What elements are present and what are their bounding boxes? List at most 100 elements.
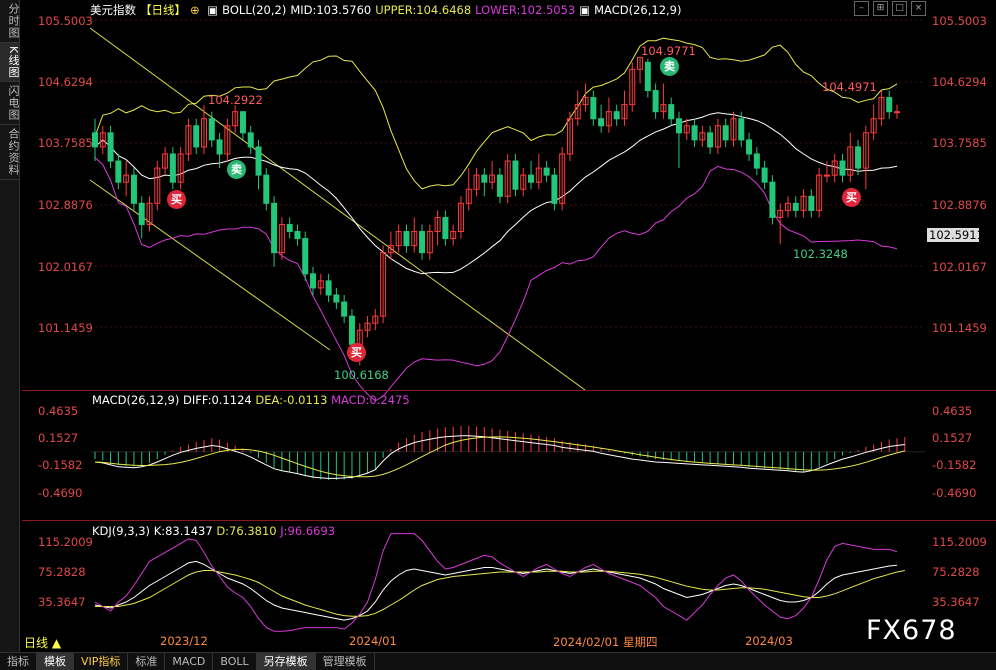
candle-body bbox=[333, 294, 340, 303]
candle-body bbox=[831, 160, 838, 176]
indicator-icon[interactable]: ▣ bbox=[207, 3, 219, 17]
bottom-tabbar: 指标 模板 VIP指标 标准 MACD BOLL 另存模板 管理模板 bbox=[0, 652, 996, 670]
boll-label: BOLL(20,2) bbox=[222, 3, 287, 17]
price-tick-right: 102.8876 bbox=[932, 198, 987, 212]
candle-body bbox=[691, 125, 698, 141]
sell-signal-icon[interactable]: 卖 bbox=[227, 160, 246, 179]
period-tag[interactable]: 【日线】 bbox=[140, 3, 186, 17]
macd-label: MACD(26,12,9) bbox=[594, 3, 682, 17]
macd-dea-line bbox=[94, 436, 905, 478]
kdj-tick-right: 115.2009 bbox=[932, 535, 987, 549]
candle-body bbox=[559, 153, 566, 204]
high-label: 104.9771 bbox=[641, 44, 696, 58]
date-tick: 2024/03 bbox=[745, 634, 793, 648]
triangle-up-icon: ▲ bbox=[51, 636, 62, 650]
boll-upper-line bbox=[94, 37, 898, 190]
candle-body bbox=[823, 174, 830, 177]
candle-body bbox=[442, 216, 449, 240]
candle-body bbox=[403, 231, 410, 247]
tab-vip[interactable]: VIP指标 bbox=[74, 653, 129, 670]
candle-body bbox=[255, 146, 262, 176]
kdj-j-line bbox=[94, 533, 898, 632]
window-controls: – ⊞ □ × bbox=[854, 1, 926, 16]
candle-body bbox=[746, 139, 753, 155]
candle-body bbox=[286, 223, 293, 233]
candle-body bbox=[637, 56, 644, 70]
price-tick-left: 101.1459 bbox=[38, 321, 93, 335]
panel-divider bbox=[22, 390, 996, 391]
sidebar-item-flash[interactable]: 闪电图 bbox=[0, 82, 20, 126]
kdj-d: D:76.3810 bbox=[216, 524, 277, 538]
candle-body bbox=[621, 104, 628, 120]
candle-body bbox=[683, 125, 690, 134]
candle-body bbox=[613, 111, 620, 120]
candle-body bbox=[201, 118, 208, 148]
buy-signal-icon[interactable]: 买 bbox=[167, 190, 186, 209]
candle-body bbox=[395, 231, 402, 247]
boll-mid: MID:103.5760 bbox=[290, 3, 372, 17]
candle-body bbox=[130, 174, 137, 204]
candle-body bbox=[115, 160, 122, 183]
candle-body bbox=[784, 202, 791, 211]
candle-body bbox=[380, 252, 387, 317]
candle-body bbox=[193, 125, 200, 148]
buy-signal-icon[interactable]: 买 bbox=[842, 188, 861, 207]
tab-templates[interactable]: 模板 bbox=[37, 653, 74, 670]
candle-body bbox=[722, 125, 729, 141]
candle-body bbox=[348, 315, 355, 345]
symbol-name[interactable]: 美元指数 bbox=[90, 3, 136, 17]
macd-name: MACD(26,12,9) bbox=[92, 393, 180, 407]
candle-body bbox=[878, 97, 885, 120]
sidebar-item-contract[interactable]: 合约资料 bbox=[0, 125, 20, 181]
candle-body bbox=[411, 231, 418, 247]
price-tick-right: 104.6294 bbox=[932, 75, 987, 89]
minimize-icon[interactable]: – bbox=[854, 1, 869, 16]
macd-icon[interactable]: ▣ bbox=[579, 3, 591, 17]
candle-body bbox=[177, 153, 184, 183]
sidebar-item-kline[interactable]: K线图 bbox=[0, 43, 20, 83]
chart-header: 美元指数 【日线】 ⊕ ▣ BOLL(20,2) MID:103.5760 UPPER:1… bbox=[90, 2, 685, 18]
candle-body bbox=[208, 118, 215, 141]
candle-body bbox=[294, 231, 301, 240]
period-selector[interactable]: 日线 ▲ bbox=[24, 634, 61, 651]
panel-divider bbox=[22, 520, 996, 521]
settings-icon[interactable]: ⊕ bbox=[190, 3, 200, 17]
candle-body bbox=[364, 322, 371, 331]
candle-body bbox=[714, 125, 721, 148]
candle-body bbox=[839, 160, 846, 176]
boll-lower-line bbox=[94, 157, 898, 402]
tab-boll[interactable]: BOLL bbox=[213, 653, 257, 670]
kdj-tick-left: 35.3647 bbox=[38, 595, 86, 609]
macd-dea: DEA:-0.0113 bbox=[255, 393, 328, 407]
tab-macd[interactable]: MACD bbox=[165, 653, 214, 670]
tab-indicators[interactable]: 指标 bbox=[0, 653, 37, 670]
price-tick-right: 103.7585 bbox=[932, 136, 987, 150]
restore-icon[interactable]: ⊞ bbox=[873, 1, 888, 16]
candle-body bbox=[239, 111, 246, 134]
candle-body bbox=[862, 132, 869, 169]
tab-manage-template[interactable]: 管理模板 bbox=[316, 653, 375, 670]
maximize-icon[interactable]: □ bbox=[892, 1, 907, 16]
candle-body bbox=[138, 202, 145, 225]
candle-body bbox=[660, 104, 667, 113]
boll-mid-line bbox=[94, 112, 898, 275]
macd-tick-left: 0.4635 bbox=[38, 404, 79, 418]
candle-body bbox=[652, 90, 659, 113]
sidebar-item-timeshare[interactable]: 分时图 bbox=[0, 0, 20, 43]
tab-standard[interactable]: 标准 bbox=[128, 653, 166, 670]
candle-body bbox=[707, 132, 714, 148]
kdj-panel-header: KDJ(9,3,3) K:83.1437 D:76.3810 J:96.6693 bbox=[92, 524, 335, 538]
low-label: 102.3248 bbox=[793, 247, 848, 261]
price-tick-left: 103.7585 bbox=[38, 136, 93, 150]
kdj-tick-right: 35.3647 bbox=[932, 595, 980, 609]
sell-signal-icon[interactable]: 卖 bbox=[660, 57, 679, 76]
close-icon[interactable]: × bbox=[911, 1, 926, 16]
buy-signal-icon[interactable]: 买 bbox=[347, 343, 366, 362]
candle-body bbox=[107, 132, 114, 162]
period-label: 日线 bbox=[24, 636, 49, 650]
tab-save-template[interactable]: 另存模板 bbox=[256, 653, 316, 670]
candle-body bbox=[644, 61, 651, 92]
candle-body bbox=[496, 174, 503, 197]
candle-body bbox=[675, 118, 682, 134]
